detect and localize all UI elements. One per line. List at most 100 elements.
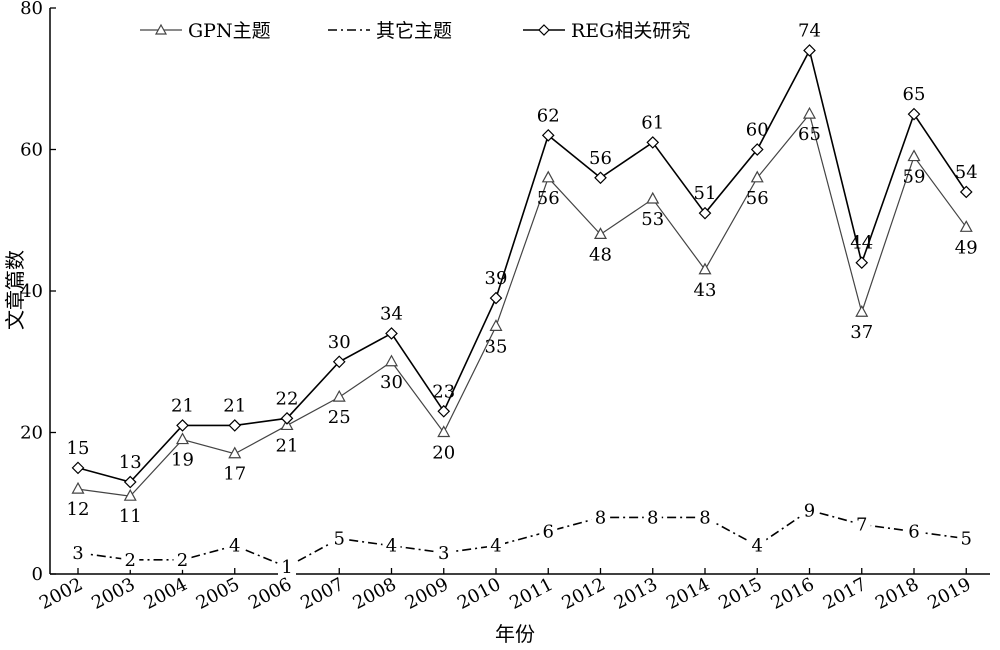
reg-point — [489, 291, 503, 305]
gpn-data-label: 20 — [432, 443, 455, 464]
reg-point — [803, 44, 816, 57]
y-tick-label: 0 — [32, 564, 43, 585]
reg-data-label: 65 — [903, 84, 926, 105]
other-data-label: 4 — [229, 536, 240, 557]
series-other-line — [77, 509, 967, 568]
reg-data-label: 62 — [537, 105, 560, 126]
reg-point — [123, 475, 137, 489]
reg-point — [280, 412, 294, 425]
other-data-label: 6 — [543, 522, 554, 543]
reg-point — [71, 461, 85, 475]
other-label-backdrop — [121, 549, 140, 570]
x-tick-label: 2006 — [245, 574, 295, 614]
x-tick-label: 2008 — [350, 574, 400, 614]
other-label-backdrop — [487, 535, 505, 556]
other-data-label: 7 — [856, 514, 867, 535]
legend-item-gpn: GPN主题 — [140, 20, 271, 42]
other-label-backdrop — [330, 528, 349, 549]
reg-point — [750, 143, 764, 156]
reg-data-label: 13 — [119, 452, 142, 473]
reg-data-label: 21 — [223, 395, 246, 416]
gpn-point — [959, 220, 973, 232]
gpn-point — [541, 170, 555, 183]
other-label-backdrop — [905, 521, 923, 542]
gpn-point — [175, 432, 190, 445]
other-data-label: 4 — [386, 536, 397, 557]
reg-point — [698, 206, 712, 220]
other-data-label: 1 — [281, 557, 292, 578]
other-data-label: 5 — [334, 529, 345, 550]
x-tick-label: 2002 — [36, 574, 86, 614]
other-label-backdrop — [225, 535, 244, 556]
gpn-data-label: 11 — [119, 506, 142, 527]
other-label-backdrop — [278, 556, 296, 577]
other-data-label: 6 — [908, 522, 919, 543]
x-axis-title: 年份 — [495, 622, 535, 646]
other-data-label: 8 — [647, 507, 658, 528]
gpn-data-label: 65 — [798, 124, 821, 145]
x-tick-label: 2019 — [924, 574, 974, 614]
other-label-backdrop — [800, 500, 819, 521]
y-tick-label: 40 — [20, 281, 43, 302]
gpn-data-label: 37 — [850, 322, 873, 343]
other-label-backdrop — [382, 535, 401, 556]
gpn-data-label: 25 — [328, 407, 351, 428]
reg-point — [541, 129, 555, 142]
other-label-backdrop — [173, 549, 192, 570]
gpn-data-label: 56 — [537, 188, 560, 209]
legend: GPN主题 其它主题 REG相关研究 — [140, 20, 690, 42]
other-data-label: 3 — [72, 543, 83, 564]
legend-gpn-triangle-icon — [154, 23, 168, 35]
reg-point — [594, 171, 607, 185]
other-data-label: 3 — [438, 543, 449, 564]
x-ticks: 2002 2003 2004 2005 2006 2007 2008 2009 2010 2011… — [36, 568, 975, 614]
x-tick-label: 2010 — [454, 574, 504, 614]
y-tick-label: 80 — [20, 0, 43, 19]
legend-reg-diamond-icon — [538, 24, 550, 36]
gpn-point — [384, 354, 399, 367]
x-tick-label: 2012 — [559, 574, 609, 614]
reg-data-label: 34 — [380, 303, 403, 324]
legend-item-reg: REG相关研究 — [523, 20, 690, 42]
plot-area — [49, 8, 990, 575]
other-label-backdrop — [643, 507, 662, 528]
y-tick-label: 20 — [20, 423, 43, 444]
gpn-data-label: 48 — [589, 244, 612, 265]
gpn-point — [646, 191, 660, 204]
reg-data-label: 21 — [171, 395, 194, 416]
legend-reg-label: REG相关研究 — [571, 20, 690, 42]
x-tick-label: 2018 — [872, 574, 922, 614]
other-label-backdrop — [957, 528, 976, 549]
other-label-backdrop — [539, 521, 558, 542]
gpn-point — [907, 149, 921, 162]
other-label-backdrop — [852, 514, 871, 535]
x-tick-label: 2014 — [663, 574, 713, 614]
gpn-point — [489, 319, 503, 331]
x-tick-label: 2013 — [611, 574, 661, 614]
other-label-backdrop — [434, 542, 453, 563]
reg-data-label: 22 — [276, 388, 299, 409]
gpn-point — [332, 389, 346, 402]
other-label-backdrop — [696, 507, 714, 528]
reg-point — [385, 327, 398, 340]
other-data-label: 2 — [125, 550, 136, 571]
reg-point — [437, 404, 451, 418]
gpn-data-label: 59 — [903, 167, 926, 188]
gpn-data-label: 49 — [955, 237, 978, 258]
reg-point — [176, 419, 189, 432]
gpn-point — [750, 170, 764, 183]
other-data-label: 8 — [699, 507, 710, 528]
gpn-point — [698, 262, 712, 275]
gpn-point — [123, 488, 137, 501]
data-labels: 12 11191721253020355648534356653759491513… — [67, 20, 978, 577]
other-label-backdrop — [591, 507, 610, 528]
other-data-label: 9 — [804, 500, 815, 521]
other-data-label: 4 — [490, 536, 501, 557]
gpn-data-label: 12 — [67, 499, 90, 520]
x-tick-label: 2016 — [768, 574, 818, 614]
reg-point — [959, 185, 973, 199]
other-data-label: 2 — [177, 550, 188, 571]
gpn-data-label: 19 — [171, 450, 194, 471]
x-tick-label: 2004 — [141, 574, 191, 614]
x-tick-label: 2005 — [193, 574, 243, 614]
